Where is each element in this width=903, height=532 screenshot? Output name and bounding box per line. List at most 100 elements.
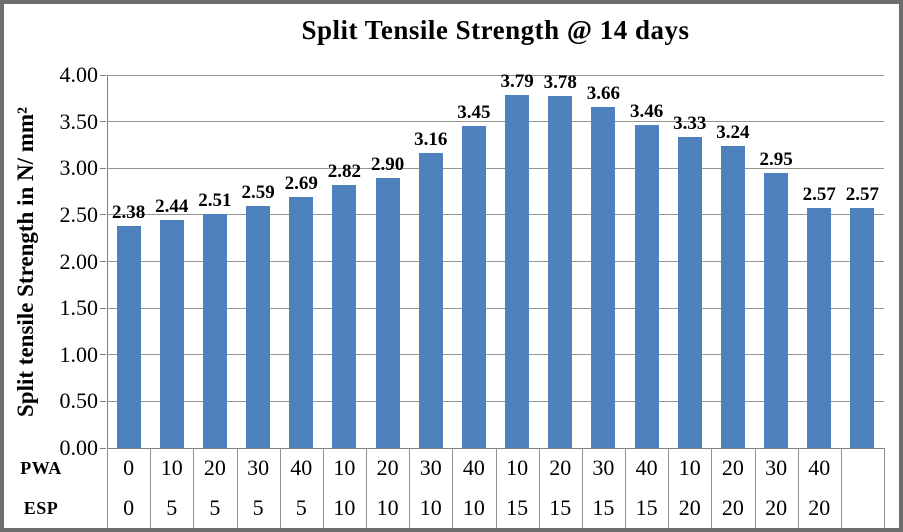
esp-cell: 5 xyxy=(209,495,221,520)
bar xyxy=(850,208,875,448)
y-axis-tick xyxy=(100,214,106,216)
table-column-line xyxy=(322,448,324,528)
bar xyxy=(764,172,789,448)
chart-title: Split Tensile Strength @ 14 days xyxy=(301,15,690,45)
esp-cell: 15 xyxy=(549,495,572,520)
gridline xyxy=(107,74,884,76)
table-column-line xyxy=(711,448,713,528)
bar xyxy=(807,208,832,448)
table-column-line xyxy=(495,448,497,528)
esp-cell: 20 xyxy=(678,495,701,520)
esp-cell: 5 xyxy=(166,495,178,520)
bar-value-label: 3.33 xyxy=(673,113,707,135)
pwa-cell: 0 xyxy=(123,455,135,480)
pwa-cell: 40 xyxy=(462,455,485,480)
y-axis-title: Split tensile Strength in N/ mm² xyxy=(13,107,38,417)
bar xyxy=(116,226,141,448)
gridline xyxy=(107,167,884,169)
pwa-cell: 10 xyxy=(333,455,356,480)
bar xyxy=(202,213,227,448)
esp-cell: 15 xyxy=(592,495,615,520)
bar xyxy=(246,206,271,448)
y-axis-tick xyxy=(100,261,106,262)
bar xyxy=(720,145,745,448)
gridline xyxy=(107,354,884,356)
bar-value-label: 2.44 xyxy=(155,196,189,218)
pwa-cell xyxy=(842,448,883,488)
y-tick-label: 2.50 xyxy=(59,201,99,227)
bar-value-label: 2.82 xyxy=(327,161,362,183)
bar-value-label: 3.46 xyxy=(629,101,664,123)
pwa-cell: 20 xyxy=(376,455,399,480)
esp-cell: 10 xyxy=(462,495,485,520)
table-column-line xyxy=(668,448,670,528)
pwa-cell: 20 xyxy=(203,455,226,480)
bar xyxy=(159,220,184,448)
esp-cell: 5 xyxy=(295,495,307,520)
bar-value-label: 3.24 xyxy=(716,121,750,143)
bar xyxy=(418,153,443,448)
bar-value-label: 3.78 xyxy=(543,71,577,93)
esp-cell: 10 xyxy=(333,495,356,520)
y-tick-label: 1.50 xyxy=(59,295,99,321)
esp-cell: 0 xyxy=(123,495,135,520)
y-axis-tick xyxy=(100,354,106,356)
pwa-cell: 10 xyxy=(160,455,183,480)
pwa-cell: 40 xyxy=(635,455,658,480)
table-column-line xyxy=(193,448,195,528)
bar xyxy=(375,177,400,448)
table-column-line xyxy=(236,448,238,528)
bar-value-label: 2.69 xyxy=(284,173,318,195)
y-tick-label: 1.00 xyxy=(59,341,99,367)
table-column-line xyxy=(279,448,281,528)
bar xyxy=(677,137,702,448)
table-column-line xyxy=(150,448,152,528)
bar-value-label: 3.79 xyxy=(500,70,534,92)
y-axis-tick xyxy=(100,447,106,449)
pwa-cell: 40 xyxy=(808,455,831,480)
table-column-line xyxy=(797,448,799,528)
esp-row-label: ESP xyxy=(23,497,59,518)
pwa-cell: 30 xyxy=(592,455,615,480)
bar xyxy=(289,197,314,448)
pwa-cell: 30 xyxy=(765,455,788,480)
y-tick-label: 4.00 xyxy=(59,62,99,87)
bar-value-label: 2.59 xyxy=(241,182,275,204)
bar xyxy=(505,94,530,448)
esp-cell xyxy=(842,488,883,528)
bar-value-label: 2.57 xyxy=(802,184,836,206)
bar xyxy=(634,125,659,448)
pwa-cell: 30 xyxy=(419,455,442,480)
esp-cell: 20 xyxy=(721,495,744,520)
y-tick-label: 0.00 xyxy=(59,435,99,460)
gridline xyxy=(107,214,884,216)
table-column-line xyxy=(409,448,411,528)
y-axis-tick xyxy=(100,400,106,402)
esp-cell: 10 xyxy=(376,495,399,520)
pwa-cell: 20 xyxy=(549,455,572,480)
esp-cell: 20 xyxy=(808,495,831,520)
bar-value-label: 2.57 xyxy=(845,184,880,206)
table-column-line xyxy=(366,448,367,528)
table-column-line xyxy=(538,448,540,528)
table-column-line xyxy=(840,448,842,528)
esp-cell: 10 xyxy=(419,495,442,520)
esp-cell: 15 xyxy=(506,495,529,520)
gridline xyxy=(107,261,884,262)
y-tick-label: 0.50 xyxy=(59,388,99,414)
table-column-line xyxy=(581,448,583,528)
y-tick-label: 2.00 xyxy=(59,248,99,274)
pwa-cell: 40 xyxy=(290,455,313,480)
bar xyxy=(591,106,616,448)
bar xyxy=(461,126,486,448)
y-axis-tick xyxy=(100,74,106,76)
bar xyxy=(332,185,357,448)
pwa-row-label: PWA xyxy=(20,457,62,478)
pwa-cell: 10 xyxy=(678,455,701,480)
bar-value-label: 2.90 xyxy=(370,153,405,175)
bar-value-label: 3.16 xyxy=(414,129,448,151)
bar-value-label: 2.95 xyxy=(759,148,793,170)
gridline xyxy=(107,121,884,123)
esp-cell: 20 xyxy=(765,495,788,520)
